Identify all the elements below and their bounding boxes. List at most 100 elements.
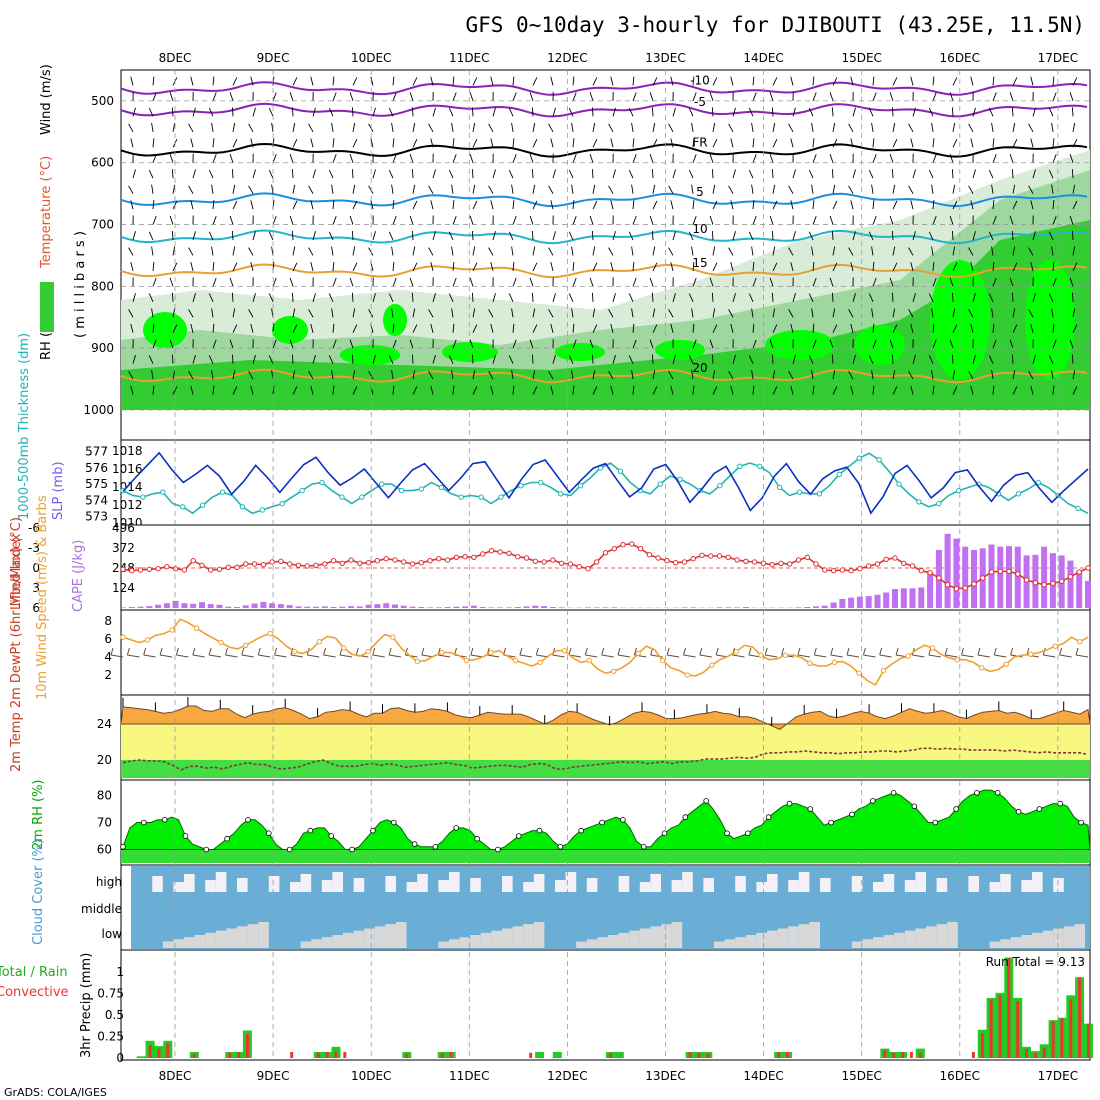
- isotherm-label: FR: [692, 135, 707, 149]
- wind-barb: [612, 231, 616, 241]
- wind-barb: [409, 92, 414, 102]
- wind-barb: [231, 230, 234, 241]
- wind-barb: [829, 277, 834, 287]
- cloud-high-bar: [438, 880, 449, 892]
- slp-axis-label: SLP (mb): [51, 461, 66, 520]
- li-line-point: [892, 555, 898, 561]
- wind-barb: [252, 293, 256, 302]
- top-date-label: 15DEC: [841, 51, 881, 65]
- li-line-point: [225, 564, 232, 570]
- cape-bar: [523, 606, 530, 608]
- cloud-low-bar: [745, 935, 757, 948]
- thickness-line-point: [876, 457, 882, 463]
- wind-barb: [992, 339, 997, 349]
- cloud-low-bar: [449, 939, 460, 948]
- rh-core: [143, 312, 187, 348]
- cape-bar: [330, 607, 337, 608]
- wind-barb: [430, 200, 434, 210]
- wind-barb: [292, 370, 296, 380]
- li-line-point: [646, 552, 653, 558]
- li-line-point: [725, 554, 731, 560]
- dewpt-band-yellow: [121, 724, 1090, 760]
- wind-speed-line-point: [120, 634, 126, 640]
- wind-barb: [272, 92, 277, 102]
- wind-barb: [248, 370, 254, 380]
- wind-barb: [372, 107, 376, 117]
- wind-barb: [430, 262, 434, 272]
- cape-bar: [1049, 553, 1056, 608]
- wind-barb: [968, 247, 974, 256]
- li-line-point: [436, 556, 442, 562]
- wind-barb: [829, 339, 834, 349]
- wind-barb: [951, 169, 954, 179]
- wind-barb: [190, 76, 194, 86]
- wind-barb: [552, 354, 556, 364]
- rh-core: [555, 343, 605, 361]
- cloud-low-bar: [173, 939, 184, 948]
- precip-convective-bar: [405, 1053, 409, 1058]
- cape-bar: [1014, 546, 1021, 608]
- wind-barb: [852, 107, 856, 117]
- wind-barb: [628, 231, 634, 241]
- wind-barb: [748, 231, 754, 241]
- cloud-low-bar: [936, 924, 948, 948]
- precip-convective-bar: [343, 1052, 347, 1058]
- wind-barb: [912, 654, 925, 658]
- cape-bar: [883, 592, 890, 608]
- wind-speed-line-point: [193, 625, 200, 631]
- wind-barb: [649, 92, 654, 102]
- chart-title: GFS 0~10day 3-hourly for DJIBOUTI (43.25…: [465, 13, 1085, 37]
- wind-barb: [430, 385, 434, 395]
- li-line-point: [295, 562, 302, 568]
- wind-barb: [790, 138, 794, 148]
- cape-bar: [444, 607, 451, 608]
- wind-barb: [151, 246, 154, 256]
- thickness-line-point: [160, 489, 166, 495]
- wind-barb: [908, 370, 914, 380]
- cloud-low-bar: [512, 926, 524, 948]
- wind-barb: [451, 122, 454, 132]
- wind-barb: [792, 231, 796, 241]
- wind-barb: [511, 308, 514, 318]
- wind-barb: [612, 169, 616, 179]
- li-line-point: [199, 562, 205, 568]
- rh2m-tick-label: 70: [97, 816, 112, 830]
- wind-barb: [469, 277, 474, 287]
- wind-barb: [612, 354, 616, 364]
- cape-bar: [848, 597, 855, 608]
- wind-barb: [949, 277, 954, 287]
- wind-barb: [572, 154, 577, 163]
- wind-barb: [631, 246, 634, 256]
- wind-barb: [872, 277, 877, 287]
- wind-barb: [151, 184, 154, 194]
- wind-speed-line-point: [635, 650, 641, 657]
- precip-total-bar: [552, 1052, 562, 1058]
- wind-barb: [892, 77, 898, 86]
- wind-barb: [591, 230, 594, 241]
- wind-barb: [699, 654, 712, 658]
- wind-barb: [471, 169, 474, 179]
- wind-barb: [928, 293, 934, 303]
- wind-barb: [212, 200, 215, 210]
- rh2m-point: [890, 789, 897, 796]
- thickness-line-point: [737, 463, 743, 469]
- cape-bar: [120, 607, 126, 608]
- millibars-label: ( m i l l i b a r s ): [73, 231, 88, 338]
- wind-barb: [991, 370, 994, 380]
- cloud-low-bar: [205, 932, 216, 948]
- wind-barb: [1011, 354, 1014, 364]
- wind-speed-line-point: [782, 652, 789, 658]
- wind-barb: [452, 76, 455, 86]
- wind-barb: [728, 247, 734, 256]
- top-date-label: 9DEC: [257, 51, 290, 65]
- wind-barb: [1052, 138, 1055, 148]
- wind-barb: [652, 200, 658, 210]
- wind-barb-feather: [290, 647, 294, 656]
- wind-barb-feather: [993, 647, 997, 656]
- cloud-low-bar: [459, 937, 471, 948]
- wind-barb: [1071, 230, 1074, 241]
- wind-barb: [872, 215, 877, 225]
- wind-barb: [331, 246, 334, 256]
- precip-convective-bar: [237, 1052, 241, 1058]
